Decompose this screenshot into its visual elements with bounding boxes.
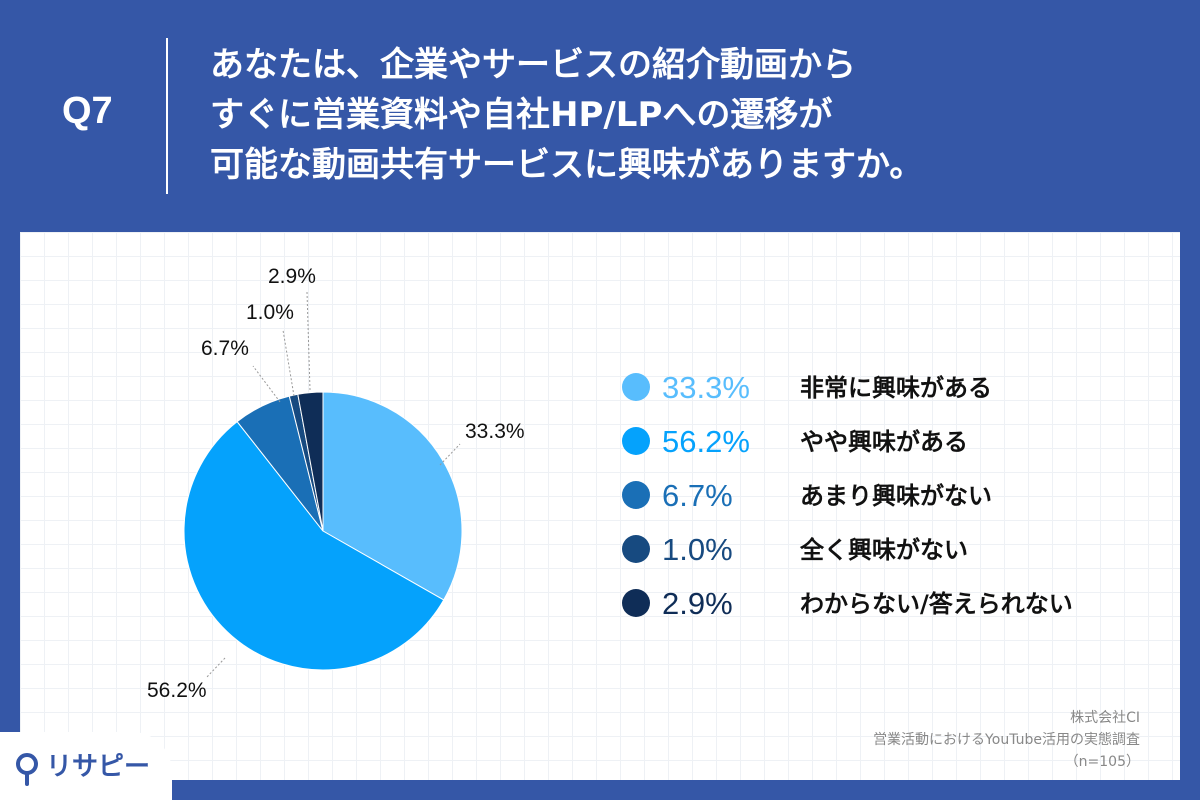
chart-panel: 33.3% 56.2% 6.7% 1.0% 2.9% 33.3% 非常に興味がある 56…: [20, 232, 1180, 780]
question-line-1: あなたは、企業やサービスの紹介動画から: [210, 45, 856, 85]
legend-label: 全く興味がない: [800, 536, 968, 564]
slice-label: 2.9%: [268, 265, 316, 288]
legend-swatch: [622, 535, 650, 563]
slice-label: 56.2%: [147, 679, 207, 702]
slice-label: 1.0%: [246, 301, 294, 324]
leader-line: [252, 365, 281, 403]
legend-percent: 2.9%: [662, 586, 733, 621]
header-divider: [166, 38, 168, 194]
pie-chart: 33.3% 56.2% 6.7% 1.0% 2.9%: [147, 265, 525, 702]
source-company: 株式会社CI: [1070, 710, 1140, 726]
legend-swatch: [622, 427, 650, 455]
legend-item: 1.0% 全く興味がない: [620, 530, 1180, 570]
legend-item: 33.3% 非常に興味がある: [620, 368, 1180, 408]
question-line-3: 可能な動画共有サービスに興味がありますか。: [210, 145, 924, 185]
question-text: あなたは、企業やサービスの紹介動画から すぐに営業資料や自社HP/LPへの遷移が…: [210, 40, 1170, 190]
legend-swatch: [622, 373, 650, 401]
legend-percent: 1.0%: [662, 532, 733, 567]
legend-item: 56.2% やや興味がある: [620, 422, 1180, 462]
logo-text: リサピー: [46, 752, 151, 782]
leader-line: [306, 291, 311, 391]
header: Q7 あなたは、企業やサービスの紹介動画から すぐに営業資料や自社HP/LPへの…: [0, 0, 1200, 232]
source-note: 株式会社CI 営業活動におけるYouTube活用の実態調査 （n=105）: [873, 707, 1140, 773]
pie-slice: [297, 391, 324, 532]
legend-label: やや興味がある: [800, 428, 968, 456]
location-pin-icon: [16, 753, 38, 786]
legend-swatch: [622, 481, 650, 509]
question-number: Q7: [62, 90, 113, 132]
leader-line: [282, 329, 295, 397]
legend-item: 2.9% わからない/答えられない: [620, 584, 1180, 624]
legend-percent: 33.3%: [662, 370, 750, 405]
legend-label: 非常に興味がある: [800, 374, 992, 402]
legend-percent: 56.2%: [662, 424, 750, 459]
source-sample: （n=105）: [1064, 754, 1140, 770]
question-line-2: すぐに営業資料や自社HP/LPへの遷移が: [210, 95, 833, 135]
legend-label: あまり興味がない: [800, 482, 992, 510]
legend-label: わからない/答えられない: [800, 590, 1073, 618]
pie-slice: [183, 420, 445, 671]
legend-percent: 6.7%: [662, 478, 733, 513]
legend-swatch: [622, 589, 650, 617]
slice-label: 33.3%: [465, 420, 525, 443]
slice-label: 6.7%: [201, 337, 249, 360]
leader-line: [205, 657, 226, 679]
legend-item: 6.7% あまり興味がない: [620, 476, 1180, 516]
source-survey: 営業活動におけるYouTube活用の実態調査: [873, 732, 1140, 748]
leader-line: [439, 443, 461, 466]
brand-logo: リサピー: [0, 732, 172, 800]
